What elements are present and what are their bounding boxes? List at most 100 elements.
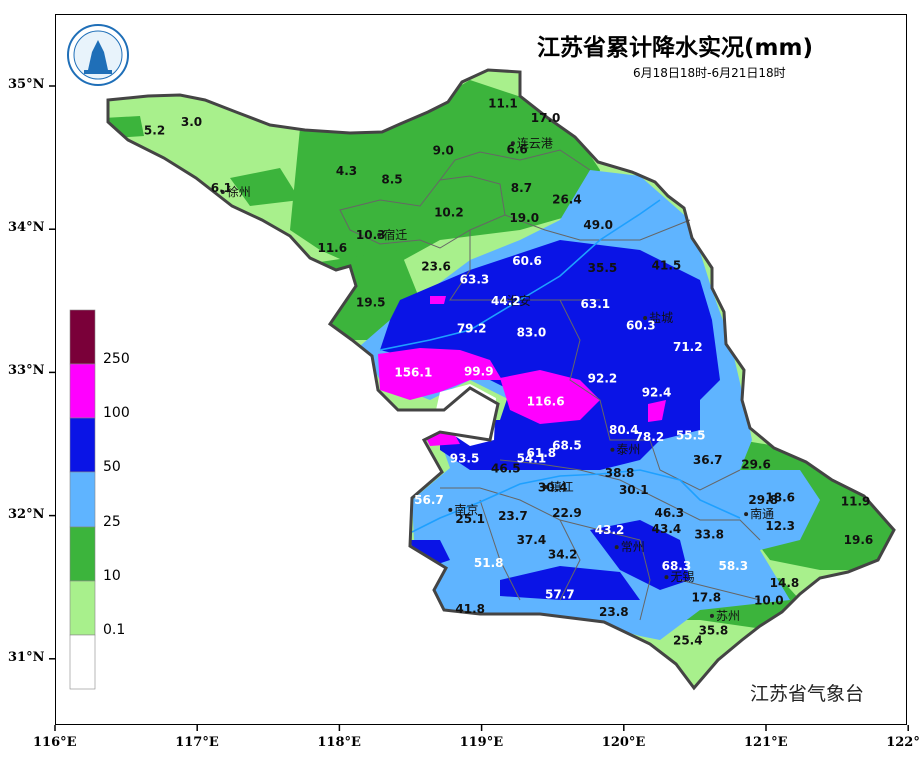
band-50-100-central	[380, 240, 720, 470]
legend-label: 25	[103, 514, 121, 530]
city-label: 宿迁	[383, 227, 407, 242]
rainfall-value: 23.7	[498, 509, 528, 523]
legend-label: 250	[103, 351, 130, 367]
city-dot	[643, 315, 648, 320]
rainfall-value: 34.2	[548, 548, 578, 562]
rainfall-value: 25.1	[455, 512, 485, 526]
rainfall-value: 10.3	[356, 228, 386, 242]
rainfall-value: 29.6	[741, 457, 771, 471]
x-axis-ticks	[54, 725, 909, 731]
rainfall-value: 12.3	[765, 519, 795, 533]
rainfall-value: 30.4	[538, 480, 568, 494]
rainfall-value: 43.2	[595, 523, 625, 537]
map-title: 江苏省累计降水实况(mm)	[537, 35, 813, 61]
rainfall-value-labels: 11.1 17.0 5.2 3.0 6.6 9.0 4.3 8.5 6.1 8.7 26.4 10.2…	[144, 96, 873, 647]
map-frame	[55, 14, 907, 725]
rainfall-value: 71.2	[673, 340, 703, 354]
rainfall-value: 83.0	[517, 326, 547, 340]
rainfall-value: 11.1	[488, 96, 518, 110]
rainfall-value: 5.2	[144, 124, 165, 138]
rainfall-value: 58.3	[718, 559, 748, 573]
rainfall-value: 92.2	[588, 371, 618, 385]
rainfall-value: 8.5	[381, 172, 402, 186]
rainfall-value: 26.4	[552, 192, 582, 206]
rainfall-value: 6.6	[507, 142, 528, 156]
rainfall-value: 51.8	[474, 556, 504, 570]
city-label: 镇江	[550, 480, 574, 494]
legend-color-bar	[69, 309, 96, 690]
rainfall-value: 49.0	[583, 218, 613, 232]
legend-swatch	[69, 580, 96, 636]
rainfall-value: 60.6	[512, 254, 542, 268]
rainfall-value: 22.9	[552, 506, 582, 520]
city-label: 常州	[621, 540, 645, 554]
city-dot	[543, 484, 548, 489]
x-tick-label: 121°E	[744, 735, 788, 750]
city-label: 无锡	[670, 569, 694, 584]
rainfall-value: 57.7	[545, 588, 575, 602]
rainfall-value: 54.1	[517, 452, 547, 466]
rainfall-value: 8.7	[511, 181, 532, 195]
x-tick-label: 118°E	[317, 735, 361, 750]
city-label: 南通	[750, 506, 774, 521]
band-100-250-small	[430, 296, 446, 304]
map-subtitle: 6月18日18时-6月21日18时	[633, 66, 786, 80]
rainfall-value: 80.4	[609, 423, 639, 437]
rainfall-value: 25.4	[673, 633, 703, 647]
y-tick-label: 34°N	[8, 220, 45, 236]
rainfall-value: 4.3	[336, 164, 357, 178]
city-label: 徐州	[227, 184, 251, 199]
rainfall-value: 61.8	[527, 446, 557, 460]
rainfall-value: 10.2	[434, 205, 464, 219]
x-tick-label: 122°E	[886, 735, 920, 750]
rainfall-value: 35.5	[588, 261, 618, 275]
city-dot	[744, 512, 749, 517]
rainfall-value: 10.0	[754, 593, 784, 607]
rainfall-value: 60.3	[626, 318, 656, 332]
legend-swatch	[69, 309, 96, 365]
rainfall-value: 9.0	[433, 144, 454, 158]
rainfall-value: 38.8	[605, 466, 635, 480]
rainfall-value: 43.4	[652, 522, 682, 536]
y-axis-ticks	[49, 85, 55, 660]
rainfall-value: 63.1	[581, 297, 611, 311]
rainfall-value: 19.5	[356, 296, 386, 310]
rainfall-value: 33.8	[694, 528, 724, 542]
city-dot	[664, 575, 669, 580]
legend-label: 10	[103, 568, 121, 584]
legend-label: 0.1	[103, 622, 126, 638]
legend-swatch	[69, 634, 96, 690]
rainfall-value: 99.9	[464, 364, 494, 378]
rainfall-value: 19.6	[844, 533, 874, 547]
y-tick-label: 32°N	[8, 506, 45, 522]
rainfall-value: 19.0	[509, 211, 539, 225]
city-dot	[510, 141, 515, 146]
legend-label: 100	[103, 405, 130, 421]
rainfall-value: 18.6	[765, 490, 795, 504]
rainfall-value: 37.4	[517, 533, 547, 547]
rainfall-value: 30.1	[619, 483, 649, 497]
band-100-250-east-patch	[648, 400, 666, 422]
x-tick-label: 116°E	[33, 735, 77, 750]
city-label: 盐城	[649, 311, 673, 325]
city-label: 南京	[454, 502, 478, 517]
rainfall-value: 36.7	[693, 453, 723, 467]
rivers	[379, 199, 741, 533]
rainfall-value: 29.8	[748, 493, 778, 507]
y-tick-label: 33°N	[8, 363, 45, 379]
rainfall-value: 56.7	[414, 493, 444, 507]
rainfall-value: 17.0	[531, 111, 561, 125]
city-dot	[610, 447, 615, 452]
x-tick-label: 120°E	[601, 735, 646, 750]
rainfall-value: 55.5	[676, 429, 706, 443]
x-tick-label: 117°E	[175, 735, 219, 750]
city-label: 连云港	[517, 135, 553, 150]
city-dot	[614, 545, 619, 550]
city-label: 淮安	[507, 293, 531, 308]
legend-swatch	[69, 526, 96, 582]
rainfall-value: 6.1	[211, 181, 232, 195]
city-label: 苏州	[716, 609, 740, 623]
rainfall-value: 35.8	[699, 623, 729, 637]
